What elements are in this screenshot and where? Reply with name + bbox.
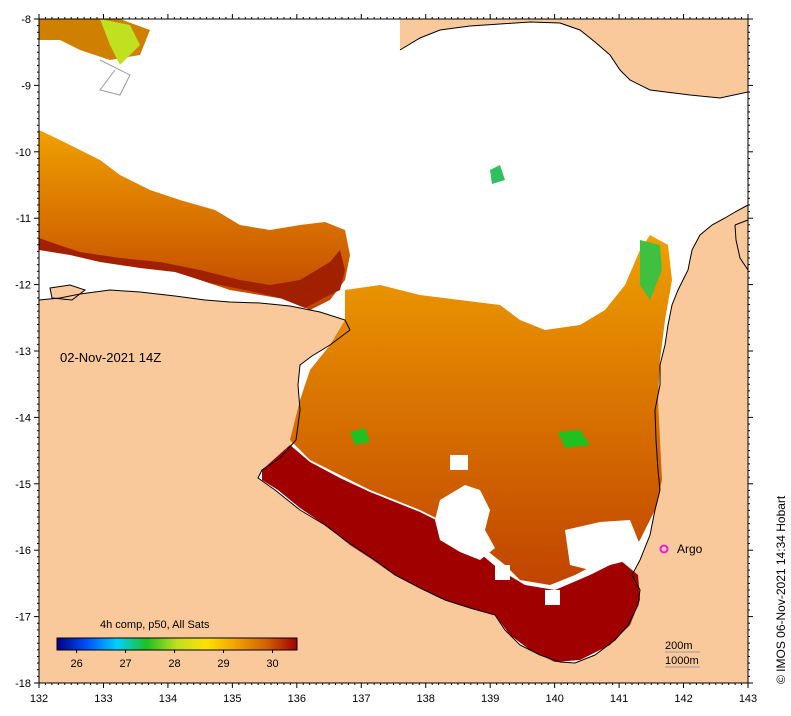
longitude-axis: 132 133 134 135 136 137 138 139 140 141 142 143 — [30, 14, 757, 705]
land-arnhem — [39, 205, 748, 683]
colorbar-tick-label: 27 — [119, 658, 131, 670]
lat-tick-label: -17 — [15, 612, 31, 624]
sst-cool-2 — [558, 430, 590, 448]
sst-hot-west — [39, 238, 345, 308]
lat-tick-label: -15 — [15, 479, 31, 491]
sst-cool-5 — [490, 165, 505, 184]
latitude-axis: -8 -9 -10 -11 -12 -13 -14 -15 -16 -17 -18 — [15, 14, 753, 690]
lon-tick-label: 139 — [481, 693, 499, 705]
depth-label-200m: 200m — [665, 640, 693, 652]
lat-tick-label: -16 — [15, 545, 31, 557]
lon-tick-label: 136 — [288, 693, 306, 705]
sst-cool-1 — [350, 428, 370, 445]
colorbar-tick-label: 26 — [70, 658, 82, 670]
land-cape-york — [735, 220, 748, 270]
lat-tick-label: -11 — [16, 213, 31, 225]
lat-tick-label: -14 — [15, 412, 31, 424]
colorbar-tick-label: 30 — [266, 658, 278, 670]
sst-cool-4 — [100, 19, 140, 65]
lat-tick-label: -10 — [15, 147, 31, 159]
sst-band-north-west — [39, 130, 350, 310]
lon-tick-label: 140 — [545, 693, 563, 705]
coastline-cape-york — [734, 219, 748, 271]
lon-tick-label: 142 — [674, 693, 692, 705]
lon-tick-label: 138 — [417, 693, 435, 705]
lon-tick-label: 134 — [159, 693, 177, 705]
sst-gulf — [290, 235, 672, 585]
colorbar-tick-label: 28 — [168, 658, 180, 670]
sst-data — [39, 19, 672, 662]
lat-tick-label: -9 — [21, 80, 31, 92]
argo-marker — [659, 544, 669, 554]
land — [39, 19, 748, 683]
lat-tick-label: -8 — [21, 14, 31, 26]
coastline-island — [49, 284, 87, 301]
argo-label: Argo — [677, 542, 703, 556]
lon-tick-label: 143 — [739, 693, 757, 705]
colorbar-tick-label: 29 — [217, 658, 229, 670]
lon-tick-label: 132 — [30, 693, 48, 705]
land-new-guinea — [400, 19, 748, 98]
coastline-new-guinea — [399, 21, 748, 99]
sst-cool-3 — [640, 240, 662, 300]
depth-contour — [99, 59, 131, 96]
lat-tick-label: -12 — [15, 280, 31, 292]
coastline-mainland — [39, 204, 748, 664]
lat-tick-label: -13 — [15, 346, 31, 358]
sst-hot-south — [262, 445, 640, 662]
colorbar: 26 27 28 29 30 — [56, 637, 298, 670]
colorbar-title: 4h comp, p50, All Sats — [100, 619, 210, 631]
coastlines — [39, 21, 748, 664]
colorbar-ticks: 26 27 28 29 30 — [70, 650, 279, 670]
colorbar-bar — [56, 637, 298, 651]
date-label: 02-Nov-2021 14Z — [60, 350, 162, 365]
lon-tick-label: 141 — [610, 693, 628, 705]
credit-label: © IMOS 06-Nov-2021 14:34 Hobart — [774, 495, 788, 684]
lon-tick-label: 133 — [94, 693, 112, 705]
lon-tick-label: 135 — [223, 693, 241, 705]
lat-tick-label: -18 — [15, 678, 31, 690]
no-data-gaps — [435, 455, 640, 605]
lon-tick-label: 137 — [352, 693, 370, 705]
depth-label-1000m: 1000m — [665, 655, 699, 667]
